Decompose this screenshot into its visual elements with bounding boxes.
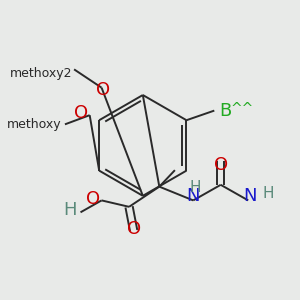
- Text: O: O: [127, 220, 141, 238]
- Text: N: N: [187, 187, 200, 205]
- Text: O: O: [74, 104, 88, 122]
- Text: methoxy2: methoxy2: [10, 67, 72, 80]
- Text: methoxy: methoxy: [7, 118, 61, 131]
- Text: O: O: [214, 156, 228, 174]
- Text: O: O: [85, 190, 100, 208]
- Text: H: H: [63, 202, 77, 220]
- Text: B: B: [219, 102, 231, 120]
- Text: O: O: [96, 80, 110, 98]
- Text: ^^: ^^: [231, 102, 254, 116]
- Text: N: N: [243, 187, 257, 205]
- Text: H: H: [189, 180, 201, 195]
- Text: H: H: [263, 186, 274, 201]
